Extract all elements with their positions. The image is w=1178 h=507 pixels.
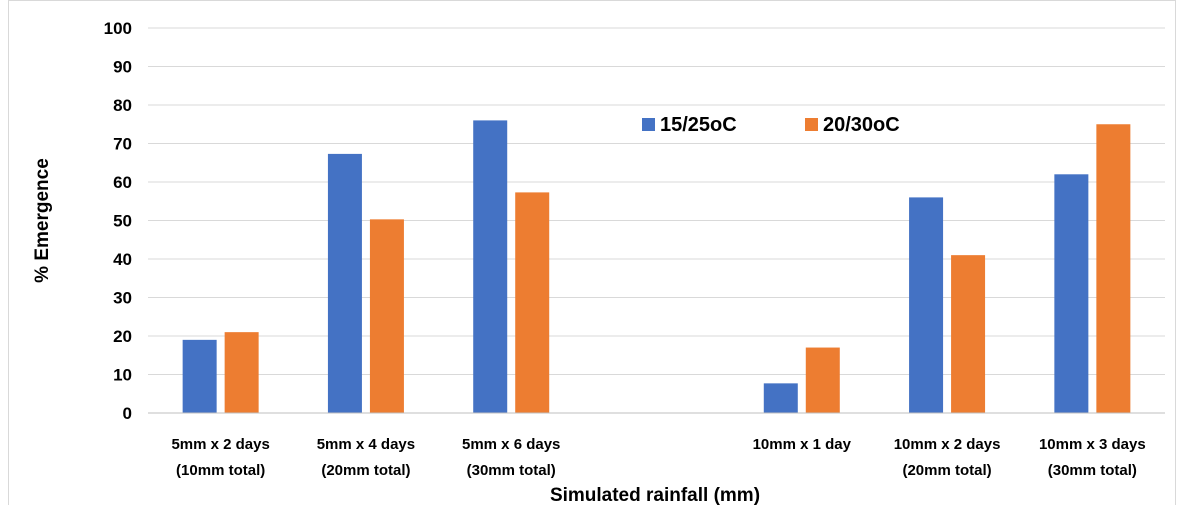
legend-swatch <box>642 118 655 131</box>
y-tick-label: 70 <box>113 135 132 154</box>
bar <box>515 192 550 413</box>
y-tick-label: 40 <box>113 250 132 269</box>
bar <box>182 339 217 413</box>
y-tick-label: 80 <box>113 96 132 115</box>
legend-swatch <box>805 118 818 131</box>
x-category-label: 5mm x 4 days <box>317 436 415 453</box>
legend: 15/25oC 20/30oC <box>642 114 900 136</box>
bar <box>805 347 840 413</box>
x-category-label: 5mm x 2 days <box>171 436 269 453</box>
y-tick-label: 60 <box>113 173 132 192</box>
bar <box>224 332 259 413</box>
y-axis-title: % Emergence <box>32 158 53 283</box>
y-axis-ticks: 0 10 20 30 40 50 60 70 80 90 100 <box>104 19 132 423</box>
bar <box>327 153 362 413</box>
legend-label: 20/30oC <box>823 114 900 136</box>
bar <box>473 120 508 414</box>
bar <box>909 197 944 413</box>
bar <box>763 383 798 413</box>
bar <box>1096 124 1131 413</box>
x-category-label: (20mm total) <box>902 462 991 479</box>
x-category-label: 10mm x 2 days <box>894 436 1001 453</box>
y-tick-label: 50 <box>113 212 132 231</box>
y-tick-label: 20 <box>113 327 132 346</box>
y-tick-label: 90 <box>113 58 132 77</box>
y-tick-label: 10 <box>113 366 132 385</box>
x-category-label: (20mm total) <box>321 462 410 479</box>
x-category-label: (30mm total) <box>1048 462 1137 479</box>
gridlines <box>148 27 1165 375</box>
y-tick-label: 30 <box>113 289 132 308</box>
x-axis-categories: 5mm x 2 days (10mm total) 5mm x 4 days (20m… <box>171 436 1145 479</box>
y-tick-label: 0 <box>123 404 132 423</box>
bar <box>369 219 404 413</box>
y-tick-label: 100 <box>104 19 132 38</box>
bar <box>951 255 986 413</box>
chart-frame <box>8 0 1176 505</box>
x-category-label: 5mm x 6 days <box>462 436 560 453</box>
x-axis-title: Simulated rainfall (mm) <box>550 485 760 506</box>
x-category-label: 10mm x 1 day <box>753 436 852 453</box>
bars <box>182 120 1131 414</box>
legend-label: 15/25oC <box>660 114 737 136</box>
x-category-label: (10mm total) <box>176 462 265 479</box>
x-category-label: (30mm total) <box>467 462 556 479</box>
x-category-label: 10mm x 3 days <box>1039 436 1146 453</box>
bar <box>1054 174 1089 413</box>
